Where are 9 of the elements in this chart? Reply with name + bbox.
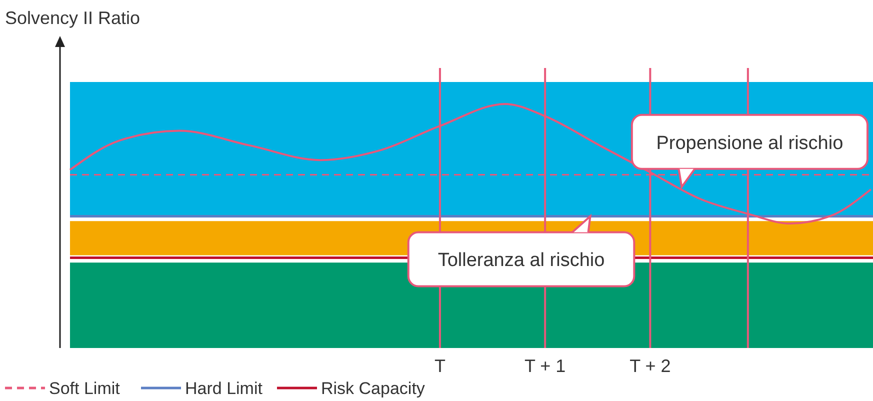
x-tick-label: T + 1 <box>524 356 566 376</box>
legend-label: Soft Limit <box>49 379 120 398</box>
y-axis-title: Solvency II Ratio <box>5 8 140 28</box>
annotation: Propensione al rischio <box>656 132 844 154</box>
x-tick-label: T <box>434 356 446 376</box>
annotation: Tolleranza al rischio <box>438 250 605 272</box>
legend-label: Hard Limit <box>185 379 263 398</box>
x-tick-label: T + 2 <box>630 356 671 376</box>
legend-label: Risk Capacity <box>321 379 426 398</box>
